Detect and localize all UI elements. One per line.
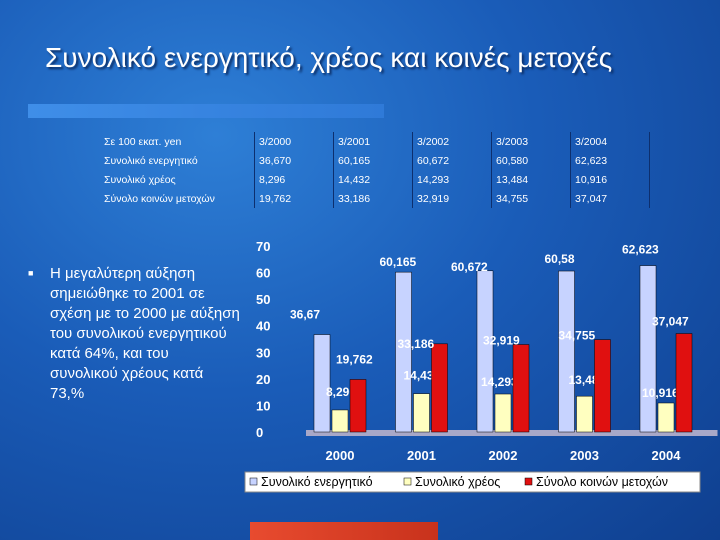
legend-label: Συνολικό ενεργητικό xyxy=(261,475,373,489)
legend-label: Συνολικό χρέος xyxy=(415,475,500,489)
table-cell: 60,165 xyxy=(333,151,413,170)
bar xyxy=(413,393,430,433)
legend-label: Σύνολο κοινών μετοχών xyxy=(536,475,668,489)
table-header-cell: 3/2002 xyxy=(412,132,492,151)
table-header-cell: Σε 100 εκατ. yen xyxy=(100,132,255,151)
legend-swatch xyxy=(524,477,533,486)
table-cell: 14,432 xyxy=(333,170,413,189)
data-label: 36,67 xyxy=(290,308,320,322)
chart-floor xyxy=(306,430,718,436)
data-label: 34,755 xyxy=(559,329,596,343)
table-cell: 8,296 xyxy=(254,170,334,189)
table-row: Συνολικό ενεργητικό 36,670 60,165 60,672… xyxy=(100,151,650,170)
bottom-accent-bar xyxy=(250,522,438,540)
y-tick-label: 30 xyxy=(256,345,270,360)
x-tick-label: 2001 xyxy=(407,448,436,463)
table-cell: 60,672 xyxy=(412,151,492,170)
data-label: 8,296 xyxy=(326,385,356,399)
title-accent-bar xyxy=(28,104,384,118)
table-cell: 13,484 xyxy=(491,170,571,189)
data-label: 19,762 xyxy=(336,352,373,366)
data-label: 60,58 xyxy=(545,252,575,266)
x-tick-label: 2004 xyxy=(652,448,682,463)
table-cell: 34,755 xyxy=(491,189,571,208)
table-cell: 14,293 xyxy=(412,170,492,189)
table-cell: 19,762 xyxy=(254,189,334,208)
table-row: Συνολικό χρέος 8,296 14,432 14,293 13,48… xyxy=(100,170,650,189)
table-header-row: Σε 100 εκατ. yen 3/2000 3/2001 3/2002 3/… xyxy=(100,132,650,151)
x-tick-label: 2003 xyxy=(570,448,599,463)
y-tick-label: 60 xyxy=(256,266,270,281)
table-header-cell: 3/2003 xyxy=(491,132,571,151)
y-tick-label: 50 xyxy=(256,292,270,307)
bar xyxy=(494,393,512,433)
bar xyxy=(512,344,530,433)
x-tick-label: 2002 xyxy=(489,448,518,463)
data-label: 10,916 xyxy=(642,386,679,400)
data-label: 37,047 xyxy=(652,315,689,329)
bar xyxy=(594,339,611,433)
data-table: Σε 100 εκατ. yen 3/2000 3/2001 3/2002 3/… xyxy=(100,132,650,208)
table-cell: 62,623 xyxy=(570,151,650,170)
y-tick-label: 10 xyxy=(256,398,270,413)
bar xyxy=(431,343,448,433)
data-label: 60,165 xyxy=(380,255,417,269)
bullet-text: Η μεγαλύτερη αύξηση σημειώθηκε το 2001 σ… xyxy=(50,265,240,402)
y-tick-label: 70 xyxy=(256,239,270,254)
table-header-cell: 3/2001 xyxy=(333,132,413,151)
legend-box xyxy=(244,471,701,493)
data-label: 14,293 xyxy=(481,375,518,389)
table-cell: 36,670 xyxy=(254,151,334,170)
data-label: 33,186 xyxy=(398,337,435,351)
data-label: 32,919 xyxy=(483,334,520,348)
table-cell: 60,580 xyxy=(491,151,571,170)
table-cell: 32,919 xyxy=(412,189,492,208)
data-label: 60,672 xyxy=(451,260,488,274)
bar xyxy=(395,271,412,433)
bar xyxy=(331,409,349,433)
bar xyxy=(657,402,675,433)
legend-swatch xyxy=(249,477,258,486)
bar xyxy=(639,265,657,433)
table-cell: 37,047 xyxy=(570,189,650,208)
table-cell: Συνολικό ενεργητικό xyxy=(100,151,255,170)
table-cell: 33,186 xyxy=(333,189,413,208)
bar xyxy=(675,333,693,433)
y-tick-label: 40 xyxy=(256,319,270,334)
table-row: Σύνολο κοινών μετοχών 19,762 33,186 32,9… xyxy=(100,189,650,208)
table-header-cell: 3/2004 xyxy=(570,132,650,151)
legend-swatch xyxy=(403,477,412,486)
table-cell: Συνολικό χρέος xyxy=(100,170,255,189)
table-cell: Σύνολο κοινών μετοχών xyxy=(100,189,255,208)
bar xyxy=(576,395,593,433)
table-header-cell: 3/2000 xyxy=(254,132,334,151)
bar xyxy=(349,379,367,433)
square-bullet-icon: ■ xyxy=(28,268,34,278)
y-tick-label: 20 xyxy=(256,372,270,387)
bar xyxy=(476,270,494,433)
y-tick-label: 0 xyxy=(256,425,263,440)
bar xyxy=(313,334,331,433)
x-tick-label: 2000 xyxy=(326,448,355,463)
bar xyxy=(558,270,575,433)
table-cell: 10,916 xyxy=(570,170,650,189)
data-label: 62,623 xyxy=(622,243,659,257)
slide-title: Συνολικό ενεργητικό, χρέος και κοινές με… xyxy=(45,42,613,73)
